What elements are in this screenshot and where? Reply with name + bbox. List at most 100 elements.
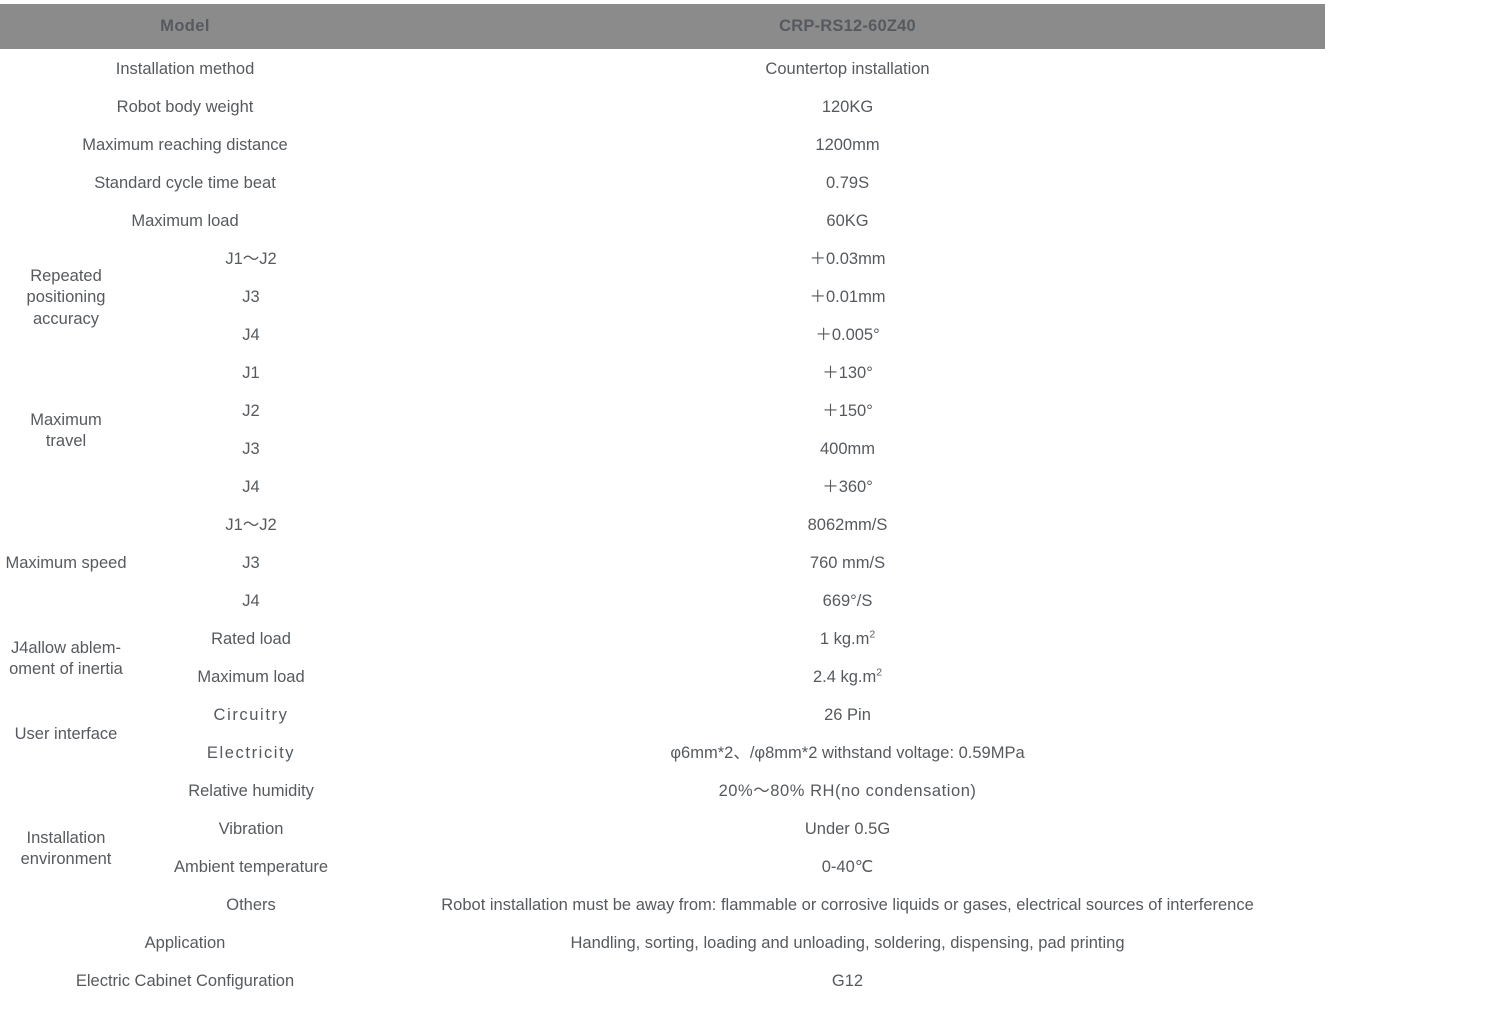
row-value: ＋0.03mm — [370, 243, 1326, 277]
table-row: Repeated positioning accuracy J1～J2 ＋0.0… — [0, 243, 1326, 353]
table-row: Installation environment Relative humidi… — [0, 775, 1326, 923]
group-label-line: environment — [20, 850, 112, 868]
table-row: J4 669°/S — [0, 585, 1326, 619]
group-label-line: Maximum — [30, 410, 102, 429]
table-row: Maximum load 60KG — [0, 205, 1326, 239]
row-sublabel: Relative humidity — [132, 775, 371, 809]
table-row: Maximum load 2.4 kg.m2 — [0, 661, 1326, 695]
row-value: Countertop installation — [370, 53, 1326, 87]
row-sublabel: Electricity — [132, 737, 371, 771]
row-value: 60KG — [370, 205, 1326, 239]
row-label: Standard cycle time beat — [0, 167, 371, 201]
group-label-maximum-travel: Maximum travel — [0, 357, 132, 505]
row-value: 0.79S — [370, 167, 1326, 201]
row-value: 0-40℃ — [370, 851, 1326, 885]
group-label-line: Installation — [26, 828, 106, 847]
table-row: Installation method Countertop installat… — [0, 53, 1326, 87]
row-sublabel: J3 — [132, 281, 371, 315]
row-value: Under 0.5G — [370, 813, 1326, 847]
row-value: 400mm — [370, 433, 1326, 467]
group-label-line: Repeated — [30, 267, 102, 286]
row-value: φ6mm*2、/φ8mm*2 withstand voltage: 0.59MP… — [370, 737, 1326, 771]
table-row: Maximum speed J1～J2 8062mm/S — [0, 509, 1326, 619]
row-sublabel: Vibration — [132, 813, 371, 847]
row-sublabel: Rated load — [132, 623, 371, 657]
table-row: J4 ＋0.005° — [0, 319, 1326, 353]
row-sublabel: Ambient temperature — [132, 851, 371, 885]
row-value-exponent: 2 — [876, 666, 883, 679]
table-row: J4 ＋360° — [0, 471, 1326, 505]
row-label: Electric Cabinet Configuration — [0, 965, 371, 999]
row-value-text: 1 kg.m — [819, 630, 870, 649]
table-row: Application Handling, sorting, loading a… — [0, 927, 1326, 961]
table-header-row: Model CRP-RS12-60Z40 — [0, 4, 1326, 49]
group-label-repeated-positioning-accuracy: Repeated positioning accuracy — [0, 243, 132, 353]
specification-table: Model CRP-RS12-60Z40 Installation method… — [0, 4, 1326, 999]
row-value: Handling, sorting, loading and unloading… — [370, 927, 1326, 961]
table-row: Electricity φ6mm*2、/φ8mm*2 withstand vol… — [0, 737, 1326, 771]
row-value: 8062mm/S — [370, 509, 1326, 543]
row-value: ＋0.005° — [370, 319, 1326, 353]
row-label: Robot body weight — [0, 91, 371, 125]
table-row: J3 760 mm/S — [0, 547, 1326, 581]
table-row: J4allow ablem- oment of inertia Rated lo… — [0, 623, 1326, 695]
row-sublabel: J1～J2 — [132, 243, 371, 277]
row-value: 20%～80% RH(no condensation) — [370, 775, 1326, 809]
group-label-line: J4allow ablem- — [10, 638, 122, 657]
table-row: J2 ＋150° — [0, 395, 1326, 429]
table-row: Maximum travel J1 ＋130° — [0, 357, 1326, 505]
row-value: 669°/S — [370, 585, 1326, 619]
row-value: 1200mm — [370, 129, 1326, 163]
row-sublabel: Others — [132, 889, 371, 923]
row-sublabel: Circuitry — [132, 699, 371, 733]
group-label-line: oment of inertia — [9, 660, 123, 678]
table-row: Others Robot installation must be away f… — [0, 889, 1326, 923]
row-label: Installation method — [0, 53, 371, 87]
group-label-line: accuracy — [32, 309, 100, 328]
group-label-line: User interface — [14, 725, 118, 744]
row-sublabel: J4 — [132, 585, 371, 619]
group-label-line: positioning — [26, 288, 106, 307]
group-label-user-interface: User interface — [0, 699, 132, 771]
row-value: G12 — [370, 965, 1326, 999]
group-label-line: Maximum speed — [5, 554, 127, 573]
row-sublabel: J1～J2 — [132, 509, 371, 543]
row-value: ＋150° — [370, 395, 1326, 429]
row-sublabel: J4 — [132, 319, 371, 353]
row-label: Maximum reaching distance — [0, 129, 371, 163]
header-model-value: CRP-RS12-60Z40 — [370, 4, 1326, 49]
table-row: User interface Circuitry 26 Pin — [0, 699, 1326, 771]
row-value: Robot installation must be away from: fl… — [370, 889, 1326, 923]
row-sublabel: J3 — [132, 433, 371, 467]
row-sublabel: J1 — [132, 357, 371, 391]
row-value-text: 2.4 kg.m — [812, 668, 877, 687]
row-value: ＋130° — [370, 357, 1326, 391]
row-sublabel: Maximum load — [132, 661, 371, 695]
table-row: Electric Cabinet Configuration G12 — [0, 965, 1326, 999]
row-value: 760 mm/S — [370, 547, 1326, 581]
group-label-maximum-speed: Maximum speed — [0, 509, 132, 619]
row-sublabel: J4 — [132, 471, 371, 505]
row-value: 1 kg.m2 — [370, 623, 1326, 657]
table-row: J3 ＋0.01mm — [0, 281, 1326, 315]
row-value: 120KG — [370, 91, 1326, 125]
group-label-j4-allowable-moment-of-inertia: J4allow ablem- oment of inertia — [0, 623, 132, 695]
header-model-label: Model — [0, 4, 371, 49]
row-value: ＋0.01mm — [370, 281, 1326, 315]
table-row: Standard cycle time beat 0.79S — [0, 167, 1326, 201]
row-value: ＋360° — [370, 471, 1326, 505]
row-sublabel: J2 — [132, 395, 371, 429]
row-value: 2.4 kg.m2 — [370, 661, 1326, 695]
row-label: Application — [0, 927, 371, 961]
group-label-installation-environment: Installation environment — [0, 775, 132, 923]
table-row: Ambient temperature 0-40℃ — [0, 851, 1326, 885]
group-label-line: travel — [45, 432, 87, 450]
row-label: Maximum load — [0, 205, 371, 239]
row-value: 26 Pin — [370, 699, 1326, 733]
row-value-exponent: 2 — [869, 628, 876, 641]
table-row: J3 400mm — [0, 433, 1326, 467]
table-row: Maximum reaching distance 1200mm — [0, 129, 1326, 163]
row-sublabel: J3 — [132, 547, 371, 581]
table-row: Robot body weight 120KG — [0, 91, 1326, 125]
